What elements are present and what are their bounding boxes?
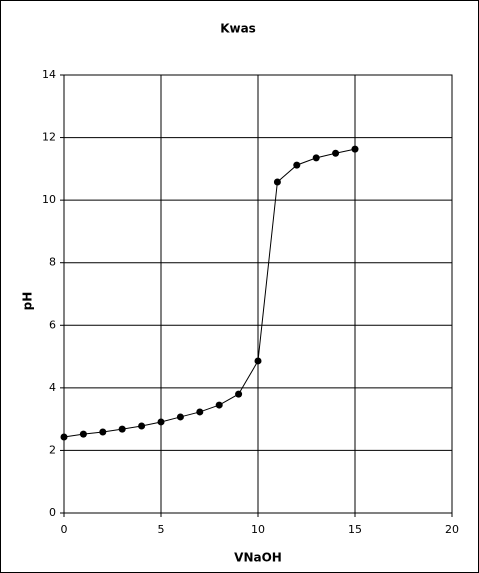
y-tick-label: 10 xyxy=(42,193,56,206)
plot-area xyxy=(63,74,453,514)
data-point xyxy=(79,430,87,438)
data-point xyxy=(312,154,320,162)
y-tick-label: 4 xyxy=(49,381,56,394)
data-point xyxy=(235,390,243,398)
data-point xyxy=(196,408,204,416)
data-point xyxy=(138,422,146,430)
data-point xyxy=(273,178,281,186)
data-point xyxy=(60,433,68,441)
x-axis-label: VNaOH xyxy=(234,551,282,565)
data-point xyxy=(176,413,184,421)
data-point xyxy=(351,145,359,153)
data-point xyxy=(332,149,340,157)
y-tick-label: 6 xyxy=(49,318,56,331)
y-axis-label: pH xyxy=(21,292,35,311)
y-tick-label: 12 xyxy=(42,131,56,144)
x-tick-label: 0 xyxy=(61,523,68,536)
y-tick-label: 14 xyxy=(42,68,56,81)
x-tick-label: 5 xyxy=(158,523,165,536)
data-point xyxy=(157,418,165,426)
series-line xyxy=(63,148,356,438)
data-point xyxy=(293,161,301,169)
y-tick-label: 0 xyxy=(49,506,56,519)
data-point xyxy=(99,428,107,436)
data-point xyxy=(215,401,223,409)
data-point xyxy=(118,425,126,433)
data-point xyxy=(254,357,262,365)
y-tick-label: 8 xyxy=(49,256,56,269)
x-tick-label: 20 xyxy=(445,523,459,536)
chart-title: Kwas xyxy=(220,22,256,36)
x-tick-label: 15 xyxy=(348,523,362,536)
y-tick-label: 2 xyxy=(49,443,56,456)
x-tick-label: 10 xyxy=(251,523,265,536)
